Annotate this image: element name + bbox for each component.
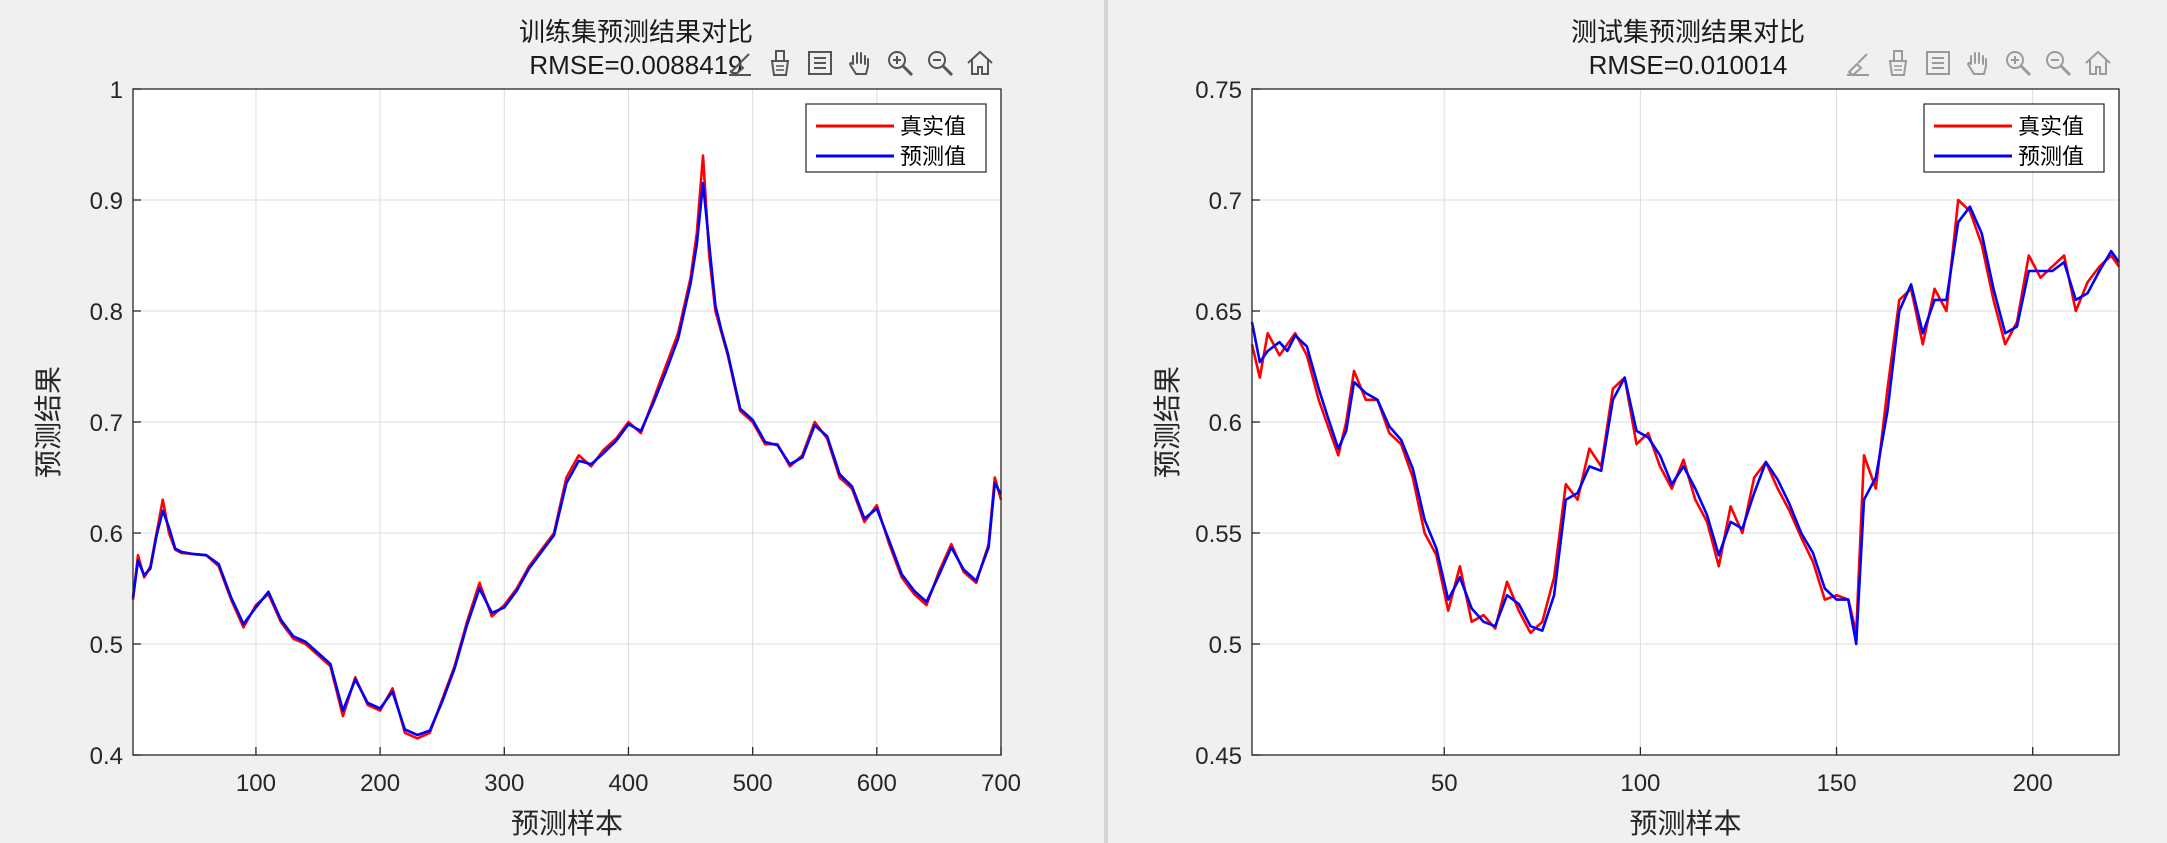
brush-icon	[729, 53, 751, 77]
figure-window-train: 训练集预测结果对比 RMSE=0.0088419 100 200 300 400 500…	[0, 0, 1104, 843]
x-tick-label: 100	[1620, 770, 1660, 797]
zoom-in-button[interactable]	[882, 45, 918, 81]
legend-label-true: 真实值	[2018, 115, 2084, 140]
y-tick-label: 0.7	[90, 410, 123, 437]
x-tick-label: 150	[1817, 770, 1857, 797]
zoom-in-icon	[888, 51, 914, 77]
y-tick-label: 0.4	[90, 743, 123, 770]
axes-toolbar	[1840, 45, 2116, 83]
figure-title: 训练集预测结果对比	[518, 18, 753, 48]
x-tick-label: 50	[1431, 770, 1458, 797]
x-tick-label: 300	[484, 770, 524, 797]
data-tips-icon	[1888, 50, 1908, 76]
data-tips-icon	[770, 50, 790, 76]
data-tips-button[interactable]	[762, 45, 798, 81]
zoom-in-button[interactable]	[2000, 45, 2036, 81]
y-tick-label: 0.7	[1209, 188, 1242, 215]
zoom-out-icon	[2046, 51, 2072, 77]
legend-label-pred: 预测值	[900, 145, 966, 170]
x-tick-label: 400	[608, 770, 648, 797]
zoom-in-icon	[2006, 51, 2032, 77]
x-tick-label: 100	[236, 770, 276, 797]
pan-hand-icon	[1967, 52, 1987, 75]
home-button[interactable]	[962, 45, 998, 81]
legend-icon	[1926, 51, 1950, 75]
zoom-out-button[interactable]	[922, 45, 958, 81]
figure-window-test: 测试集预测结果对比 RMSE=0.010014 50 100 150 200 0.45 0…	[1108, 0, 2167, 843]
legend-toggle-button[interactable]	[802, 45, 838, 81]
legend-box[interactable]	[805, 103, 987, 173]
legend-toggle-button[interactable]	[1920, 45, 1956, 81]
y-tick-label: 0.6	[90, 521, 123, 548]
x-tick-label: 600	[857, 770, 897, 797]
axes-toolbar	[722, 45, 998, 83]
y-tick-label: 0.75	[1195, 77, 1242, 104]
data-tips-button[interactable]	[1880, 45, 1916, 81]
series-line-pred	[1250, 205, 2121, 646]
pan-button[interactable]	[1960, 45, 1996, 81]
chart-test[interactable]: 50 100 150 200 0.45 0.5 0.55 0.6 0.65 0.7 0.75 预测样本…	[1108, 0, 2167, 843]
y-axis-label: 预测结果	[32, 366, 65, 478]
home-button[interactable]	[2080, 45, 2116, 81]
series-line-pred	[131, 182, 1003, 737]
figure-subtitle-rmse: RMSE=0.010014	[1588, 50, 1788, 80]
zoom-out-button[interactable]	[2040, 45, 2076, 81]
y-tick-label: 0.5	[90, 632, 123, 659]
brush-button[interactable]	[1840, 45, 1876, 81]
window-separator	[1104, 0, 1108, 843]
y-tick-label: 0.9	[90, 188, 123, 215]
y-tick-label: 0.65	[1195, 299, 1242, 326]
x-axis-label: 预测样本	[1629, 807, 1741, 840]
figure-subtitle-rmse: RMSE=0.0088419	[529, 50, 743, 80]
legend-label-pred: 预测值	[2018, 145, 2084, 170]
x-tick-label: 200	[360, 770, 400, 797]
legend-label-true: 真实值	[900, 115, 966, 140]
x-tick-label: 700	[981, 770, 1021, 797]
y-tick-label: 0.6	[1209, 410, 1242, 437]
zoom-out-icon	[928, 51, 954, 77]
legend-icon	[808, 51, 832, 75]
home-icon	[2085, 50, 2111, 75]
pan-hand-icon	[849, 52, 869, 75]
y-tick-label: 0.5	[1209, 632, 1242, 659]
brush-button[interactable]	[722, 45, 758, 81]
figure-title: 测试集预测结果对比	[1570, 18, 1805, 48]
y-tick-label: 1	[110, 77, 123, 104]
home-icon	[967, 50, 993, 75]
x-tick-label: 200	[2013, 770, 2053, 797]
brush-icon	[1847, 53, 1869, 77]
y-tick-label: 0.8	[90, 299, 123, 326]
legend-box[interactable]	[1923, 103, 2105, 173]
y-tick-label: 0.45	[1195, 743, 1242, 770]
y-axis-label: 预测结果	[1151, 366, 1184, 478]
x-tick-label: 500	[733, 770, 773, 797]
chart-train[interactable]: 100 200 300 400 500 600 700 0.4 0.5 0.6 0.7 0.8 0.9 1…	[0, 0, 1104, 843]
x-axis-label: 预测样本	[511, 807, 623, 840]
y-tick-label: 0.55	[1195, 521, 1242, 548]
pan-button[interactable]	[842, 45, 878, 81]
